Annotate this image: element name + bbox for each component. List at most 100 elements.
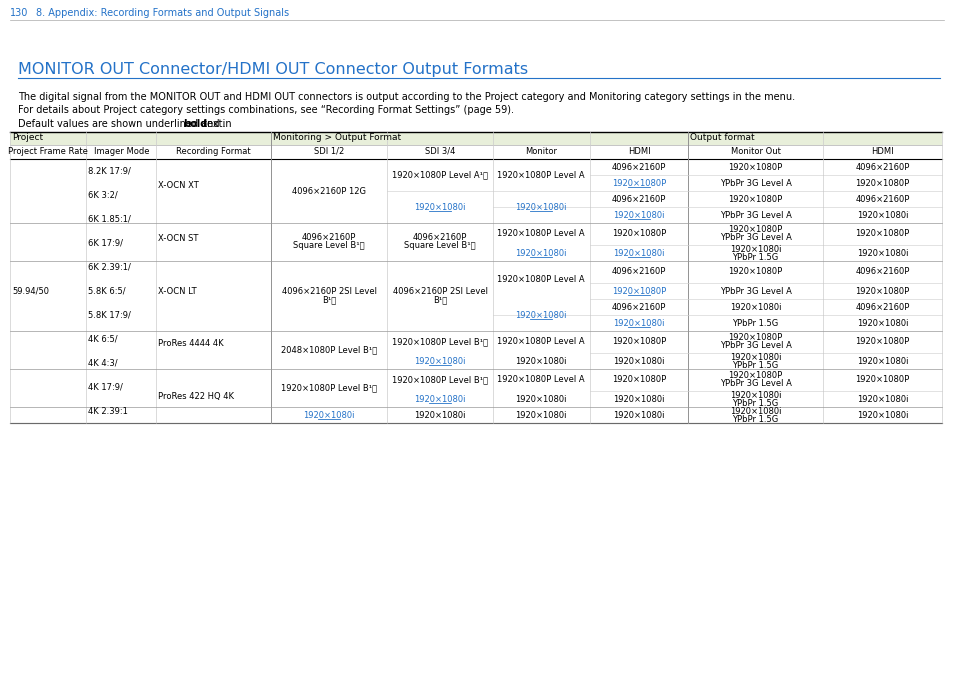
Text: 1920×1080i: 1920×1080i — [856, 211, 907, 219]
Text: 4096×2160P: 4096×2160P — [611, 163, 665, 171]
Text: 1920×1080i: 1920×1080i — [856, 394, 907, 404]
Text: 59.94/50: 59.94/50 — [12, 286, 49, 296]
Text: YPbPr 1.5G: YPbPr 1.5G — [732, 360, 778, 369]
Text: 1920×1080P: 1920×1080P — [611, 375, 665, 385]
Text: 4096×2160P: 4096×2160P — [854, 302, 908, 311]
Bar — [10, 132, 941, 145]
Text: YPbPr 3G Level A: YPbPr 3G Level A — [719, 286, 791, 296]
Text: 1920×1080P Level A: 1920×1080P Level A — [497, 171, 584, 180]
Text: HDMI: HDMI — [627, 147, 650, 156]
Text: 1920×1080i: 1920×1080i — [613, 248, 664, 257]
Text: Monitor Out: Monitor Out — [730, 147, 780, 156]
Text: 4096×2160P: 4096×2160P — [611, 267, 665, 277]
Text: 1920×1080P: 1920×1080P — [728, 333, 781, 342]
Text: YPbPr 3G Level A: YPbPr 3G Level A — [719, 211, 791, 219]
Text: 1920×1080i: 1920×1080i — [729, 244, 781, 254]
Text: 1920×1080i: 1920×1080i — [515, 202, 566, 211]
Text: 4096×2160P 2SI Level: 4096×2160P 2SI Level — [281, 288, 376, 296]
Text: 4K 4:3/: 4K 4:3/ — [89, 358, 118, 367]
Text: Default values are shown underlined and in: Default values are shown underlined and … — [18, 119, 234, 129]
Text: 1920×1080P: 1920×1080P — [728, 225, 781, 234]
Text: 1920×1080i: 1920×1080i — [613, 410, 664, 419]
Text: 1920×1080i: 1920×1080i — [303, 410, 355, 419]
Text: 1920×1080P: 1920×1080P — [854, 375, 908, 385]
Text: 1920×1080P Level A¹⦹: 1920×1080P Level A¹⦹ — [392, 171, 488, 180]
Text: 1920×1080i: 1920×1080i — [515, 356, 566, 365]
Text: 1920×1080P Level A: 1920×1080P Level A — [497, 230, 584, 238]
Text: 1920×1080i: 1920×1080i — [515, 248, 566, 257]
Text: 1920×1080i: 1920×1080i — [515, 394, 566, 404]
Text: B¹⦹: B¹⦹ — [433, 296, 447, 304]
Text: 1920×1080P: 1920×1080P — [611, 286, 665, 296]
Text: 1920×1080i: 1920×1080i — [729, 406, 781, 416]
Text: 4K 6:5/: 4K 6:5/ — [89, 335, 118, 344]
Text: ProRes 422 HQ 4K: ProRes 422 HQ 4K — [158, 392, 234, 401]
Text: bold: bold — [183, 119, 208, 129]
Text: YPbPr 3G Level A: YPbPr 3G Level A — [719, 234, 791, 242]
Text: 6K 2.39:1/: 6K 2.39:1/ — [89, 263, 132, 271]
Text: Square Level B¹⦹: Square Level B¹⦹ — [404, 242, 476, 250]
Text: 1920×1080P: 1920×1080P — [728, 371, 781, 381]
Text: 4096×2160P 12G: 4096×2160P 12G — [292, 186, 366, 196]
Text: 1920×1080i: 1920×1080i — [613, 211, 664, 219]
Text: YPbPr 1.5G: YPbPr 1.5G — [732, 319, 778, 327]
Text: 1920×1080P: 1920×1080P — [854, 178, 908, 188]
Text: YPbPr 1.5G: YPbPr 1.5G — [732, 398, 778, 408]
Text: 1920×1080P: 1920×1080P — [611, 338, 665, 346]
Text: 4096×2160P: 4096×2160P — [854, 194, 908, 203]
Text: YPbPr 1.5G: YPbPr 1.5G — [732, 414, 778, 423]
Text: 1920×1080P: 1920×1080P — [728, 194, 781, 203]
Text: Output format: Output format — [690, 134, 755, 142]
Text: Monitor: Monitor — [525, 147, 557, 156]
Text: 1920×1080P: 1920×1080P — [854, 230, 908, 238]
Text: 1920×1080P: 1920×1080P — [611, 230, 665, 238]
Text: SDI 3/4: SDI 3/4 — [424, 147, 455, 156]
Text: 1920×1080P: 1920×1080P — [611, 178, 665, 188]
Text: Imager Mode: Imager Mode — [93, 147, 149, 156]
Text: 1920×1080i: 1920×1080i — [515, 410, 566, 419]
Text: 4K 17:9/: 4K 17:9/ — [89, 383, 123, 392]
Text: X-OCN LT: X-OCN LT — [158, 286, 196, 296]
Text: 1920×1080i: 1920×1080i — [414, 410, 465, 419]
Text: 1920×1080P: 1920×1080P — [854, 286, 908, 296]
Text: 4096×2160P: 4096×2160P — [611, 302, 665, 311]
Text: 1920×1080P: 1920×1080P — [854, 338, 908, 346]
Text: YPbPr 1.5G: YPbPr 1.5G — [732, 252, 778, 261]
Text: 4096×2160P: 4096×2160P — [302, 234, 356, 242]
Text: 1920×1080P Level B¹⦹: 1920×1080P Level B¹⦹ — [281, 383, 376, 392]
Text: 1920×1080i: 1920×1080i — [613, 319, 664, 327]
Text: 4096×2160P: 4096×2160P — [611, 194, 665, 203]
Text: 1920×1080i: 1920×1080i — [613, 356, 664, 365]
Text: 1920×1080P: 1920×1080P — [728, 163, 781, 171]
Text: 8.2K 17:9/: 8.2K 17:9/ — [89, 167, 132, 176]
Text: 1920×1080P Level B¹⦹: 1920×1080P Level B¹⦹ — [392, 375, 488, 385]
Text: 1920×1080P Level A: 1920×1080P Level A — [497, 338, 584, 346]
Text: 6K 3:2/: 6K 3:2/ — [89, 190, 118, 200]
Text: 6K 1.85:1/: 6K 1.85:1/ — [89, 215, 132, 223]
Text: 1920×1080i: 1920×1080i — [414, 356, 465, 365]
Text: 4096×2160P: 4096×2160P — [854, 267, 908, 277]
Text: 130: 130 — [10, 8, 29, 18]
Text: X-OCN XT: X-OCN XT — [158, 181, 199, 190]
Text: Recording Format: Recording Format — [176, 147, 251, 156]
Text: YPbPr 3G Level A: YPbPr 3G Level A — [719, 379, 791, 389]
Text: SDI 1/2: SDI 1/2 — [314, 147, 344, 156]
Text: text.: text. — [199, 119, 225, 129]
Text: 8. Appendix: Recording Formats and Output Signals: 8. Appendix: Recording Formats and Outpu… — [36, 8, 289, 18]
Text: 1920×1080i: 1920×1080i — [414, 394, 465, 404]
Text: 1920×1080i: 1920×1080i — [729, 302, 781, 311]
Text: 1920×1080i: 1920×1080i — [856, 248, 907, 257]
Text: 1920×1080P Level B¹⦹: 1920×1080P Level B¹⦹ — [392, 338, 488, 346]
Text: Project Frame Rate: Project Frame Rate — [9, 147, 88, 156]
Text: 6K 17:9/: 6K 17:9/ — [89, 238, 123, 248]
Text: B¹⦹: B¹⦹ — [322, 296, 336, 304]
Text: 1920×1080i: 1920×1080i — [856, 319, 907, 327]
Text: 1920×1080i: 1920×1080i — [729, 391, 781, 400]
Text: YPbPr 3G Level A: YPbPr 3G Level A — [719, 342, 791, 350]
Text: 1920×1080i: 1920×1080i — [515, 310, 566, 319]
Text: 1920×1080i: 1920×1080i — [729, 352, 781, 362]
Text: 1920×1080i: 1920×1080i — [856, 356, 907, 365]
Text: 1920×1080i: 1920×1080i — [856, 410, 907, 419]
Text: 2048×1080P Level B¹⦹: 2048×1080P Level B¹⦹ — [281, 346, 377, 354]
Text: Square Level B¹⦹: Square Level B¹⦹ — [294, 242, 365, 250]
